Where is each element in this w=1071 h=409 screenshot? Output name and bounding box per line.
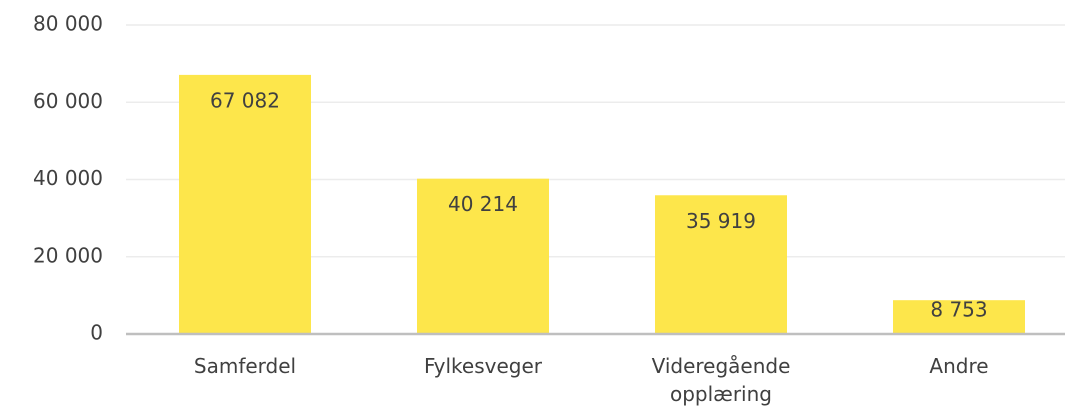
bar [893,300,1025,334]
data-label: 8 753 [930,298,987,322]
data-label: 40 214 [448,192,518,216]
y-tick-label: 20 000 [33,243,103,267]
y-tick-label: 80 000 [33,12,103,36]
y-tick-label: 60 000 [33,89,103,113]
bar [417,178,549,334]
x-tick-label: Fylkesveger [423,354,543,378]
data-label: 67 082 [210,88,280,112]
x-tick-label: Andre [929,354,989,378]
data-label: 35 919 [686,209,756,233]
y-tick-label: 40 000 [33,166,103,190]
x-tick-label: Videregående opplæring [651,354,791,406]
y-tick-label: 0 [90,321,103,345]
bar [655,195,787,334]
bar [179,74,311,334]
x-tick-label: Samferdel [193,354,297,378]
